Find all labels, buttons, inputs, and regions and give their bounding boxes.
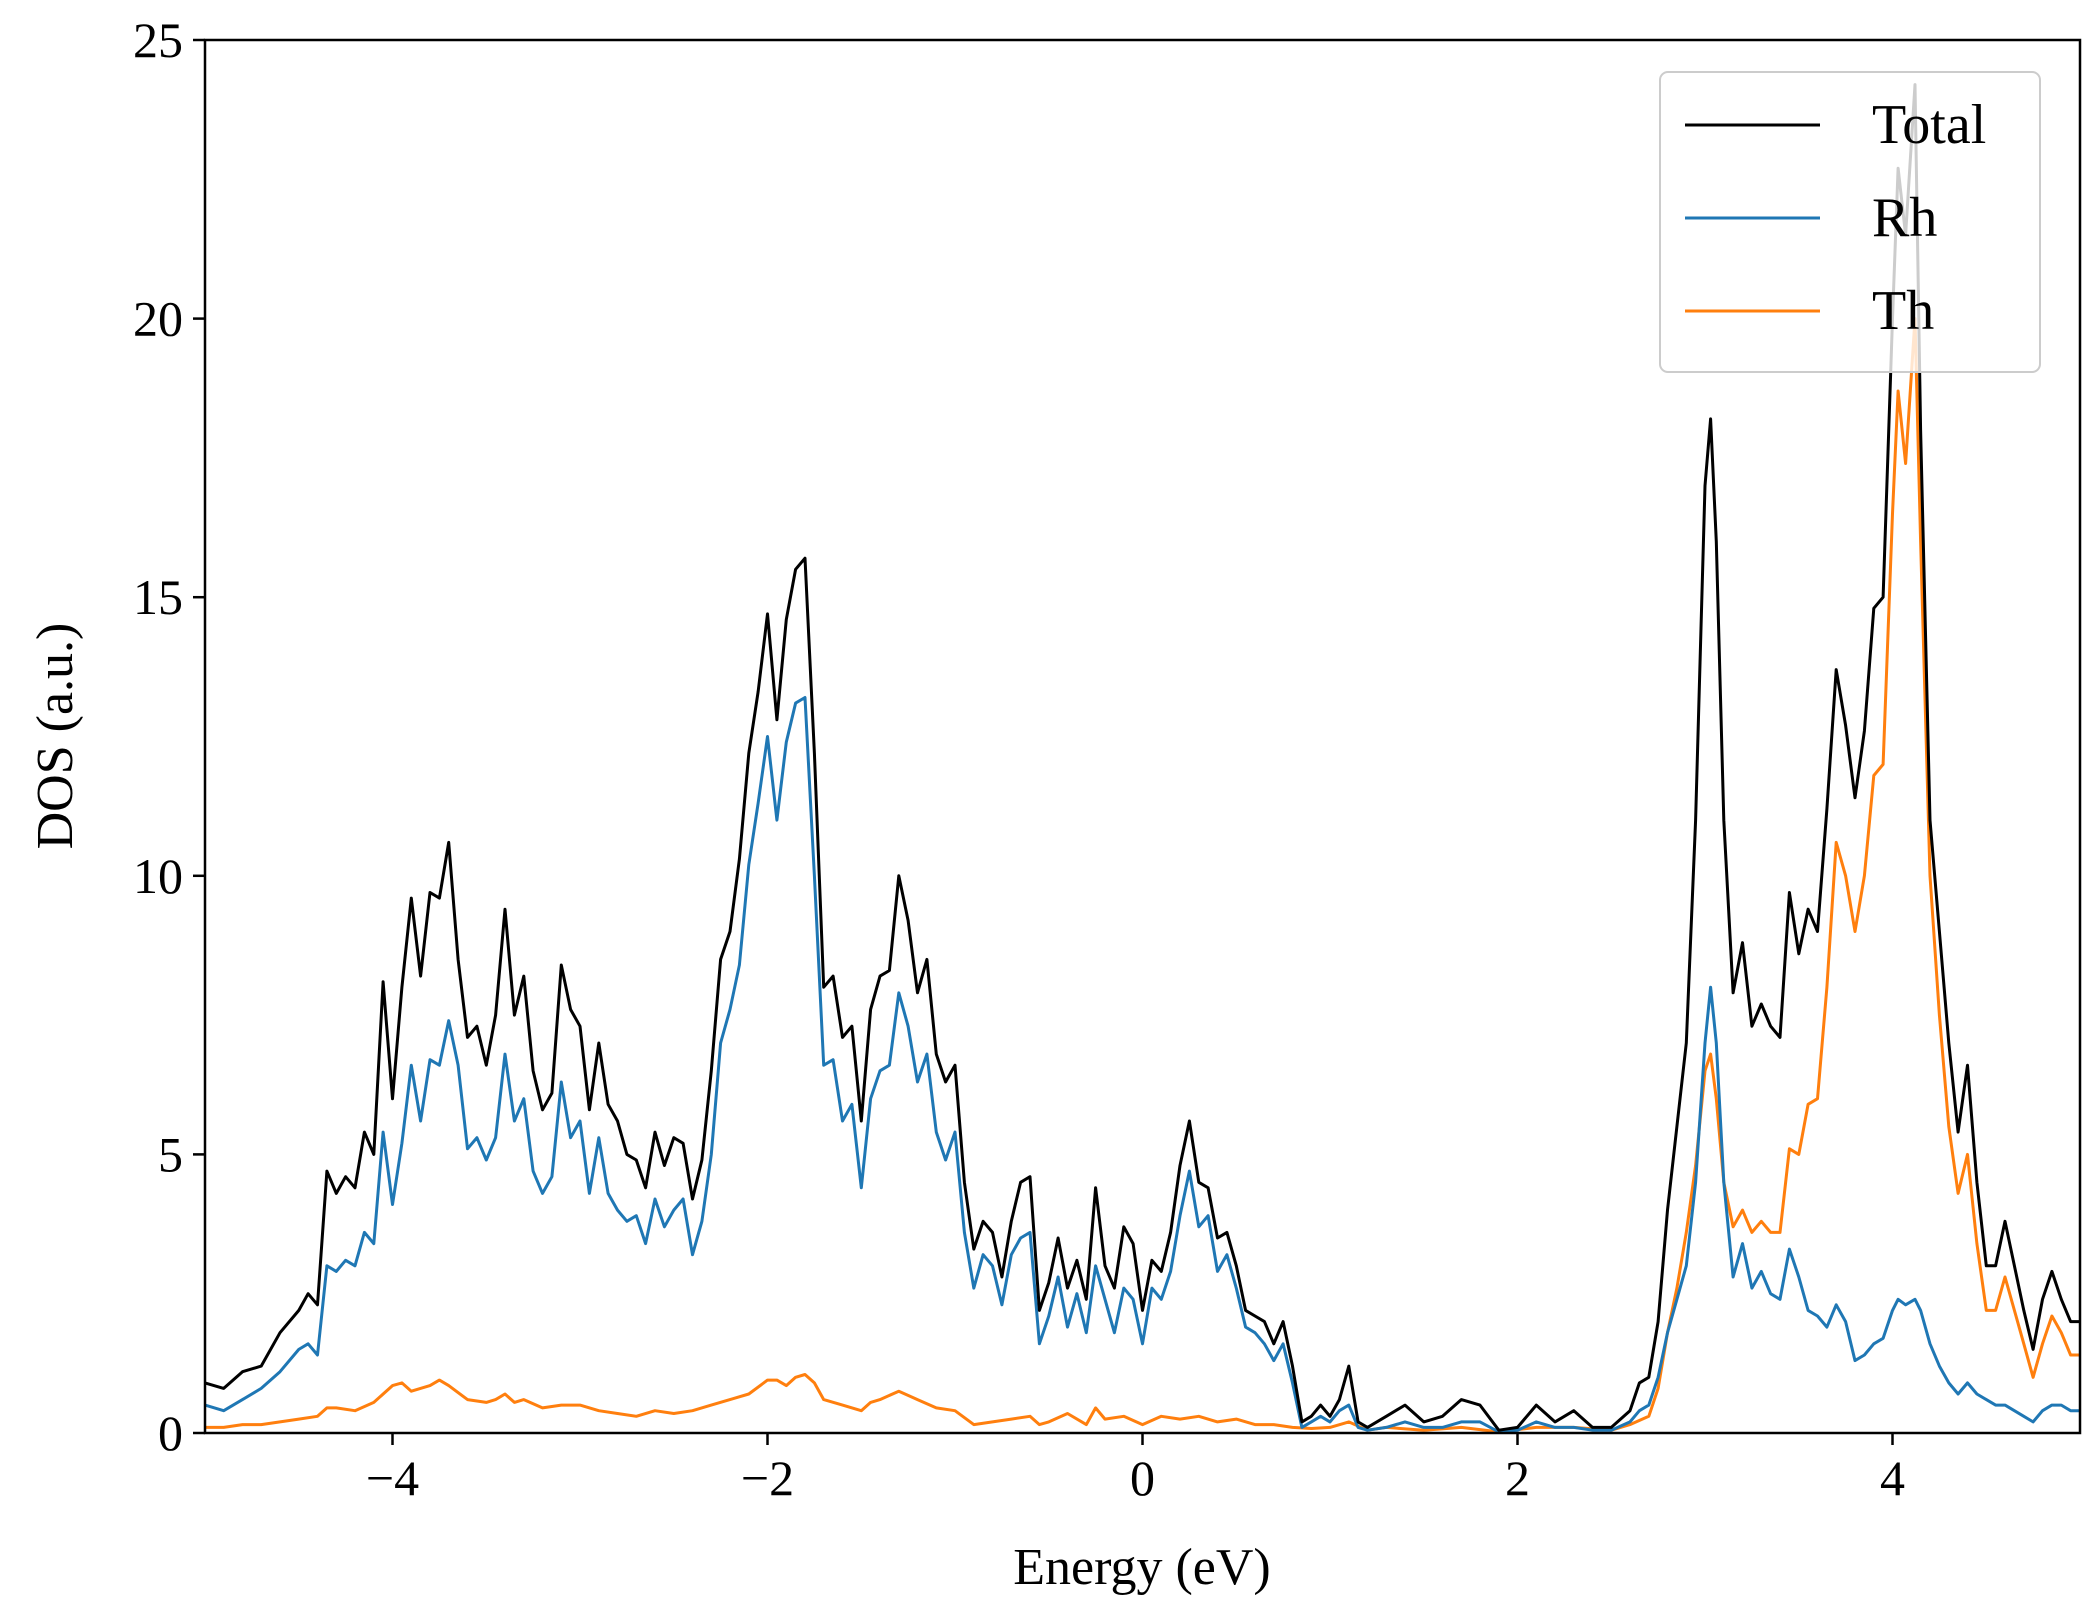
legend-box	[1659, 71, 2041, 373]
y-tick-label: 20	[133, 291, 183, 347]
legend: Total Rh Th	[1659, 71, 2041, 373]
y-axis-ticks: 0 5 10 15 20 25	[133, 12, 205, 1461]
x-tick-label: −2	[741, 1450, 794, 1506]
x-tick-label: 2	[1505, 1450, 1530, 1506]
x-axis-ticks: −4 −2 0 2 4	[366, 1433, 1905, 1506]
series-layer	[205, 83, 2080, 1433]
series-line-total	[205, 83, 2080, 1432]
legend-label-total: Total	[1872, 94, 1986, 156]
y-tick-label: 0	[158, 1405, 183, 1461]
y-tick-label: 10	[133, 848, 183, 904]
legend-label-rh: Rh	[1872, 187, 1937, 249]
y-tick-label: 25	[133, 12, 183, 68]
y-tick-label: 15	[133, 569, 183, 625]
y-tick-label: 5	[158, 1126, 183, 1182]
series-line-th	[205, 317, 2080, 1433]
x-tick-label: −4	[366, 1450, 419, 1506]
series-line-rh	[205, 696, 2080, 1433]
x-tick-label: 0	[1130, 1450, 1155, 1506]
legend-label-th: Th	[1872, 280, 1934, 342]
x-axis-label: Energy (eV)	[1013, 1539, 1271, 1596]
y-axis-label: DOS (a.u.)	[27, 623, 84, 850]
x-tick-label: 4	[1880, 1450, 1905, 1506]
